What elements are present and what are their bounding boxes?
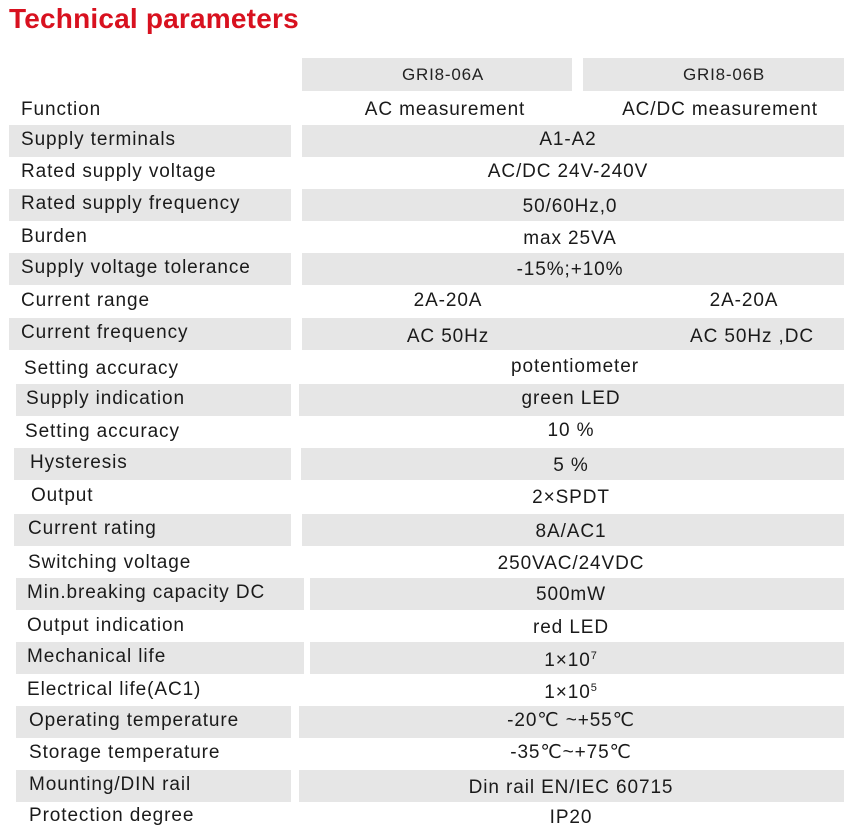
model-header-a: GRI8-06A <box>302 58 572 91</box>
model-a-label: GRI8-06A <box>402 65 484 84</box>
table-row-supply-voltage-tolerance: Supply voltage tolerance -15%;+10% <box>0 253 844 285</box>
row-label: Setting accuracy <box>25 421 180 442</box>
table-row-current-frequency: Current frequency AC 50Hz AC 50Hz ,DC <box>0 318 844 350</box>
row-label: Rated supply frequency <box>21 193 241 214</box>
table-row-output-indication: Output indication red LED <box>0 611 844 643</box>
table-row-setting-accuracy-percent: Setting accuracy 10 % <box>0 416 844 448</box>
table-row-supply-indication: Supply indication green LED <box>0 384 844 416</box>
exponent: 7 <box>590 650 598 662</box>
row-value: 1×10 <box>544 682 591 703</box>
table-row-current-range: Current range 2A-20A 2A-20A <box>0 286 844 318</box>
row-value: -15%;+10% <box>516 259 624 280</box>
table-row-switching-voltage: Switching voltage 250VAC/24VDC <box>0 547 844 579</box>
row-label: Operating temperature <box>29 710 240 731</box>
value-model-b: 2A-20A <box>709 290 779 311</box>
row-value: 10 % <box>547 420 595 441</box>
row-label: Mechanical life <box>27 646 167 667</box>
row-label: Rated supply voltage <box>21 161 217 182</box>
table-row-function: Function AC measurement AC/DC measuremen… <box>0 95 844 127</box>
row-label: Output <box>31 485 94 506</box>
value-model-b: AC 50Hz ,DC <box>690 326 814 347</box>
row-label: Electrical life(AC1) <box>27 679 202 700</box>
table-row-electrical-life: Electrical life(AC1) 1×105 <box>0 675 844 707</box>
row-label: Current range <box>21 290 150 311</box>
row-label: Mounting/DIN rail <box>29 774 192 795</box>
row-label: Supply terminals <box>21 129 176 150</box>
table-row-supply-terminals: Supply terminals A1-A2 <box>0 125 844 157</box>
model-b-label: GRI8-06B <box>683 65 765 84</box>
row-label: Current rating <box>28 518 157 539</box>
row-label: Storage temperature <box>29 742 221 763</box>
row-value: green LED <box>521 388 621 409</box>
row-label: Supply voltage tolerance <box>21 257 251 278</box>
row-value: 50/60Hz,0 <box>522 196 618 217</box>
value-model-a: AC 50Hz <box>406 326 490 347</box>
row-label: Burden <box>21 226 88 247</box>
value-model-b: AC/DC measurement <box>622 99 818 120</box>
row-value: 5 % <box>553 455 589 476</box>
row-label: Current frequency <box>21 322 189 343</box>
table-row-mechanical-life: Mechanical life 1×107 <box>0 642 844 674</box>
row-value: -35℃~+75℃ <box>510 742 632 763</box>
table-row-rated-supply-frequency: Rated supply frequency 50/60Hz,0 <box>0 189 844 221</box>
table-row-rated-supply-voltage: Rated supply voltage AC/DC 24V-240V <box>0 157 844 189</box>
row-label: Switching voltage <box>28 552 192 573</box>
row-value: -20℃ ~+55℃ <box>507 710 635 731</box>
table-row-mounting: Mounting/DIN rail Din rail EN/IEC 60715 <box>0 770 844 802</box>
table-row-current-rating: Current rating 8A/AC1 <box>0 514 844 546</box>
table-row-min-breaking-capacity: Min.breaking capacity DC 500mW <box>0 578 844 610</box>
row-label: Setting accuracy <box>24 358 179 379</box>
row-value: potentiometer <box>511 356 639 377</box>
row-value: Din rail EN/IEC 60715 <box>468 777 674 798</box>
value-model-a: AC measurement <box>364 99 526 120</box>
page-title: Technical parameters <box>9 3 299 34</box>
exponent: 5 <box>590 682 598 694</box>
row-value: 8A/AC1 <box>535 521 607 542</box>
row-label: Protection degree <box>29 805 195 826</box>
table-row-burden: Burden max 25VA <box>0 222 844 254</box>
model-header-b: GRI8-06B <box>583 58 844 91</box>
row-label: Hysteresis <box>30 452 128 473</box>
row-value: max 25VA <box>523 228 617 249</box>
row-value: red LED <box>532 617 609 638</box>
row-value: A1-A2 <box>539 129 597 150</box>
row-value: 500mW <box>536 584 606 605</box>
row-label: Output indication <box>27 615 185 636</box>
row-value: 2×SPDT <box>532 487 610 508</box>
row-value: IP20 <box>549 807 593 828</box>
row-value: AC/DC 24V-240V <box>487 161 649 182</box>
value-model-a: 2A-20A <box>413 290 483 311</box>
row-value-group: 1×105 <box>300 678 842 710</box>
row-label: Function <box>21 99 102 120</box>
table-row-output: Output 2×SPDT <box>0 481 844 513</box>
table-row-operating-temperature: Operating temperature -20℃ ~+55℃ <box>0 706 844 738</box>
table-row-storage-temperature: Storage temperature -35℃~+75℃ <box>0 738 844 770</box>
row-label: Supply indication <box>26 388 185 409</box>
row-value: 1×10 <box>544 650 591 671</box>
table-row-protection-degree: Protection degree IP20 <box>0 801 844 833</box>
row-value: 250VAC/24VDC <box>497 553 645 574</box>
table-row-setting-accuracy: Setting accuracy potentiometer <box>0 352 844 384</box>
table-row-hysteresis: Hysteresis 5 % <box>0 448 844 480</box>
row-value-group: 1×107 <box>300 646 842 678</box>
row-label: Min.breaking capacity DC <box>27 582 266 603</box>
